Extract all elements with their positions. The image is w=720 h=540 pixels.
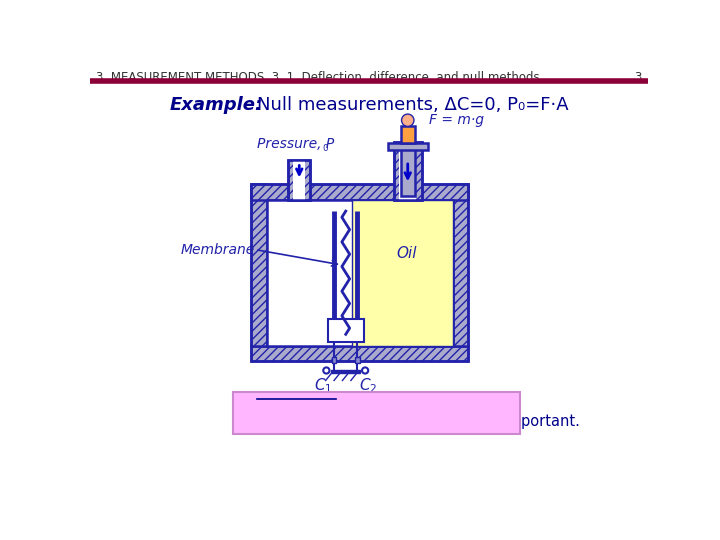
Bar [332, 356, 336, 363]
Bar [399, 142, 416, 200]
Bar [394, 142, 422, 200]
Bar [394, 142, 422, 200]
Circle shape [402, 114, 414, 126]
Text: important.: important. [498, 414, 580, 429]
Circle shape [323, 367, 330, 374]
Text: Example:: Example: [170, 96, 263, 113]
Bar [251, 184, 266, 346]
Bar [289, 159, 310, 200]
Text: sensitivity and zero drift: sensitivity and zero drift [330, 414, 513, 429]
Text: Oil: Oil [396, 246, 416, 261]
Bar [401, 146, 415, 195]
Text: F = m·g: F = m·g [429, 113, 485, 127]
Bar [331, 370, 361, 373]
Text: are: are [480, 414, 504, 429]
Bar [293, 159, 305, 200]
Text: not: not [405, 398, 429, 413]
Bar [453, 184, 468, 346]
Bar [328, 319, 364, 342]
Bar [251, 184, 468, 200]
Text: Null method:: Null method: [256, 398, 364, 413]
Bar [401, 126, 415, 143]
Bar [355, 356, 360, 363]
Bar [266, 200, 453, 346]
Text: $C_1$: $C_1$ [314, 376, 333, 395]
Bar [251, 346, 468, 361]
Text: 3: 3 [634, 71, 642, 84]
Bar [352, 200, 453, 346]
Bar [289, 159, 310, 200]
Text: Null measurements, ΔC=0, P₀=F·A: Null measurements, ΔC=0, P₀=F·A [256, 96, 568, 113]
Text: $C_2$: $C_2$ [359, 376, 377, 395]
Bar [251, 184, 468, 361]
Bar [387, 143, 428, 150]
Text: 3. MEASUREMENT METHODS. 3. 1. Deflection, difference, and null methods: 3. MEASUREMENT METHODS. 3. 1. Deflection… [96, 71, 540, 84]
Text: linearity is: linearity is [340, 398, 426, 413]
Circle shape [362, 367, 368, 374]
Text: important;: important; [425, 398, 507, 413]
Bar [233, 392, 520, 434]
Text: Pressure, P: Pressure, P [256, 137, 334, 151]
Text: $_0$: $_0$ [323, 141, 330, 154]
Text: Membrane: Membrane [181, 242, 255, 256]
